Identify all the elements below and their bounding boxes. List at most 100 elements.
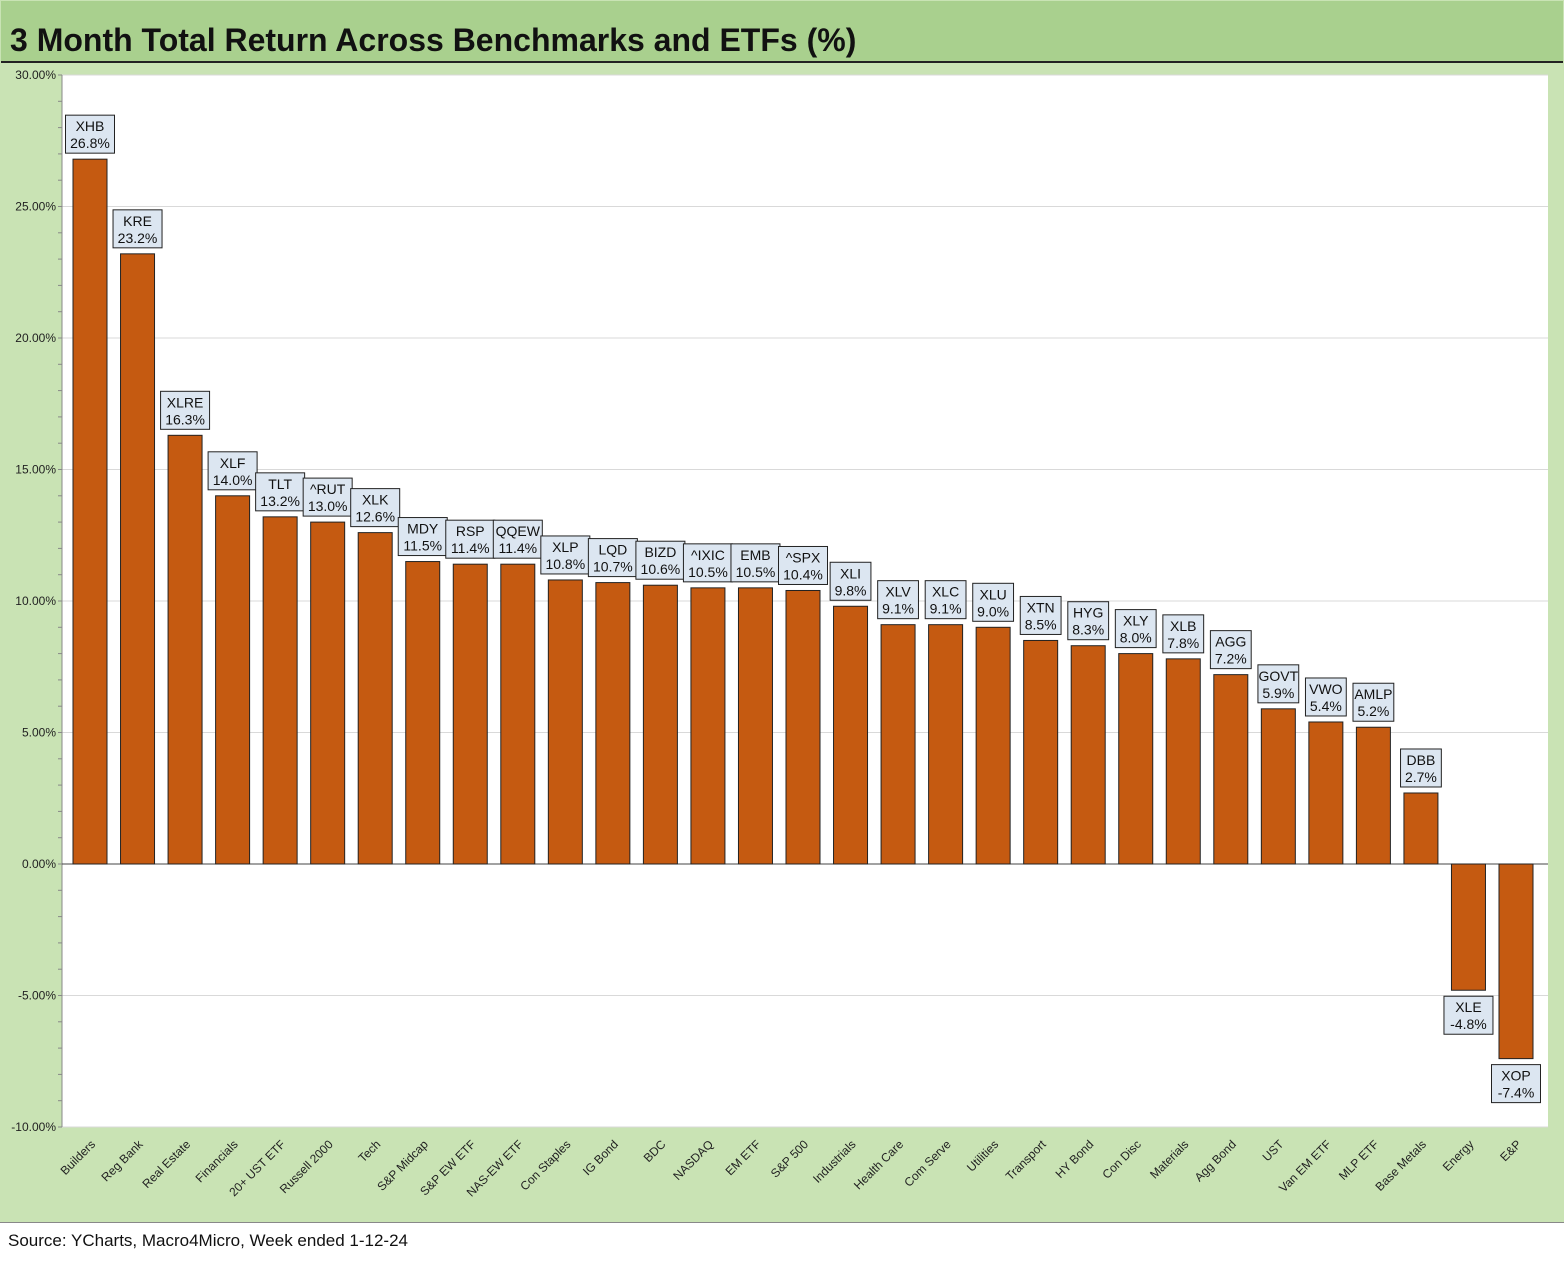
x-tick-label: Con Disc xyxy=(1100,1137,1144,1181)
data-label-ticker: HYG xyxy=(1073,605,1103,621)
data-label-box xyxy=(635,540,686,580)
x-tick-label: EM ETF xyxy=(723,1137,764,1178)
data-label-box xyxy=(1209,630,1252,670)
data-label-value: 14.0% xyxy=(213,472,253,488)
data-label-ticker: KRE xyxy=(123,213,152,229)
data-label-value: 23.2% xyxy=(118,230,158,246)
x-tick-label: Reg Bank xyxy=(98,1137,146,1185)
data-label-value: 8.5% xyxy=(1025,616,1057,632)
data-label-box xyxy=(112,209,163,249)
bar-hyg xyxy=(1070,645,1106,865)
x-tick-label: Financials xyxy=(193,1137,241,1185)
x-tick-label: Builders xyxy=(58,1137,99,1178)
bar-kre xyxy=(120,253,156,865)
data-label-ticker: XLU xyxy=(980,586,1007,602)
data-label-value: 10.8% xyxy=(545,556,585,572)
bar-rsp xyxy=(452,563,488,865)
bar-xhb xyxy=(72,158,108,865)
data-label-ticker: XHB xyxy=(76,118,105,134)
data-label-value: 16.3% xyxy=(165,411,205,427)
data-label-box xyxy=(1400,748,1442,788)
data-label-box xyxy=(65,114,115,154)
data-label-value: 9.1% xyxy=(930,601,962,617)
bar-agg xyxy=(1213,674,1249,865)
data-label-ticker: XLC xyxy=(932,584,959,600)
bar-tlt xyxy=(262,516,298,865)
y-tick-label: -5.00% xyxy=(18,989,56,1003)
bar-mdy xyxy=(405,561,441,865)
data-label-ticker: BIZD xyxy=(644,544,676,560)
data-label-box xyxy=(302,477,353,517)
x-tick-label: Industrials xyxy=(810,1137,859,1186)
data-label-value: -4.8% xyxy=(1450,1016,1487,1032)
data-label-ticker: GOVT xyxy=(1258,668,1298,684)
y-tick-label: 30.00% xyxy=(15,68,56,82)
data-label-box xyxy=(972,582,1015,622)
y-tick-label: 10.00% xyxy=(15,594,56,608)
y-tick-label: 15.00% xyxy=(15,463,56,477)
data-label-value: 11.4% xyxy=(498,540,537,556)
data-label-box xyxy=(778,545,828,585)
bar-vwo xyxy=(1308,721,1344,865)
x-tick-label: S&P 500 xyxy=(768,1137,811,1180)
data-label-box xyxy=(924,580,967,620)
data-label-value: 11.4% xyxy=(451,540,490,556)
data-label-value: 10.6% xyxy=(641,561,681,577)
data-label-value: 8.0% xyxy=(1120,630,1152,646)
x-tick-label: Real Estate xyxy=(139,1137,193,1191)
data-label-ticker: RSP xyxy=(456,523,485,539)
data-label-ticker: XTN xyxy=(1027,599,1055,615)
source-note: Source: YCharts, Macro4Micro, Week ended… xyxy=(8,1231,409,1250)
data-label-box xyxy=(255,472,306,512)
data-label-ticker: XLY xyxy=(1123,613,1149,629)
data-label-value: 10.4% xyxy=(783,566,823,582)
data-label-ticker: AMLP xyxy=(1354,686,1392,702)
y-tick-label: -10.00% xyxy=(11,1120,56,1134)
data-label-value: 8.3% xyxy=(1072,622,1104,638)
data-label-value: 13.0% xyxy=(308,498,348,514)
y-tick-label: 0.00% xyxy=(22,857,56,871)
data-label-ticker: ^SPX xyxy=(786,549,821,565)
data-label-ticker: ^IXIC xyxy=(691,547,725,563)
bar-govt xyxy=(1260,708,1296,865)
source-bar xyxy=(0,1222,1564,1261)
x-tick-label: Con Staples xyxy=(517,1137,573,1193)
x-tick-label: E&P xyxy=(1497,1137,1524,1164)
data-label-value: 9.1% xyxy=(882,601,914,617)
data-label-value: 26.8% xyxy=(70,135,110,151)
data-label-ticker: AGG xyxy=(1215,634,1246,650)
data-label-ticker: DBB xyxy=(1407,752,1436,768)
data-label-ticker: XLB xyxy=(1170,618,1196,634)
x-tick-label: IG Bond xyxy=(580,1137,621,1178)
bar-emb xyxy=(737,587,773,865)
data-label-box xyxy=(445,519,496,559)
bar-xlu xyxy=(975,626,1011,865)
x-tick-label: Materials xyxy=(1147,1137,1191,1181)
data-label-value: 12.6% xyxy=(355,509,395,525)
bar-xlf xyxy=(215,495,251,865)
bar-xlb xyxy=(1165,658,1201,865)
data-label-box xyxy=(160,390,211,430)
data-label-ticker: LQD xyxy=(598,542,627,558)
bar-amlp xyxy=(1355,726,1391,865)
data-label-box xyxy=(877,580,919,620)
bar-xly xyxy=(1118,653,1154,865)
x-tick-label: NASDAQ xyxy=(670,1137,716,1183)
title-bar xyxy=(1,1,1563,63)
data-label-box xyxy=(1304,677,1347,717)
data-label-ticker: XOP xyxy=(1501,1068,1531,1084)
x-tick-label: Utilities xyxy=(964,1137,1001,1174)
bar-lqd xyxy=(595,582,631,865)
data-label-box xyxy=(540,535,591,575)
x-tick-label: Tech xyxy=(355,1137,383,1165)
chart-title: 3 Month Total Return Across Benchmarks a… xyxy=(10,22,857,58)
x-tick-label: Energy xyxy=(1440,1137,1477,1174)
bar-xtn xyxy=(1023,639,1059,865)
x-tick-label: Base Metals xyxy=(1372,1137,1429,1194)
data-label-box xyxy=(587,538,638,578)
data-label-box xyxy=(1162,614,1205,654)
data-label-box xyxy=(350,488,401,528)
data-label-value: 13.2% xyxy=(260,493,300,509)
data-label-ticker: MDY xyxy=(407,521,439,537)
x-tick-label: UST xyxy=(1260,1137,1287,1164)
